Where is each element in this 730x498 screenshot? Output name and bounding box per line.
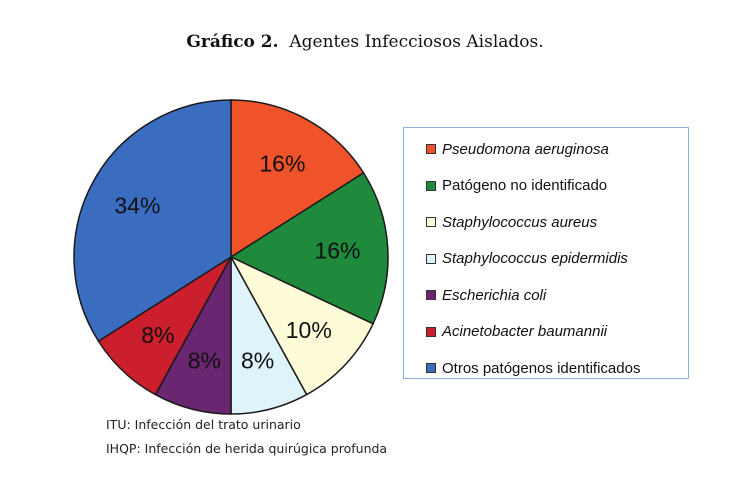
legend-swatch <box>426 180 436 191</box>
legend-swatch <box>426 363 436 373</box>
slice-value-label: 10% <box>286 317 332 343</box>
legend-label: Pseudomona aeruginosa <box>442 140 609 158</box>
legend-label: Acinetobacter baumannii <box>442 323 608 340</box>
slice-value-label: 16% <box>314 237 360 263</box>
legend-item: Staphylococcus aureus <box>426 212 597 232</box>
legend-item: Acinetobacter baumannii <box>426 322 607 342</box>
legend-label: Patógeno no identificado <box>442 177 608 194</box>
legend-item: Escherichia coli <box>426 285 546 305</box>
legend-swatch <box>426 253 436 264</box>
note-itu: ITU: Infección del trato urinario <box>106 417 301 432</box>
slice-value-label: 34% <box>114 193 160 219</box>
legend-label: Otros patógenos identificados <box>442 359 641 377</box>
pie-slice <box>73 99 232 343</box>
slice-value-label: 8% <box>141 322 174 348</box>
legend-swatch <box>426 144 436 154</box>
chart-title: Gráfico 2. Agentes Infecciosos Aislados. <box>0 32 730 52</box>
legend-label: Staphylococcus aureus <box>442 213 598 231</box>
slice-value-label: 8% <box>241 347 274 373</box>
legend-label: Escherichia coli <box>442 286 547 304</box>
legend-swatch <box>426 217 436 227</box>
pie-slice <box>229 171 389 325</box>
chart-title-text: Agentes Infecciosos Aislados. <box>289 32 544 52</box>
chart-legend: Pseudomona aeruginosa Patógeno no identif… <box>403 127 689 379</box>
legend-item: Pseudomona aeruginosa <box>426 139 609 159</box>
legend-item: Otros patógenos identificados <box>426 358 640 378</box>
slice-value-label: 8% <box>188 347 221 373</box>
pie-slice <box>229 255 375 396</box>
legend-swatch <box>426 290 436 300</box>
legend-swatch <box>426 326 436 337</box>
pie-slice <box>230 99 365 259</box>
legend-item: Staphylococcus epidermidis <box>426 249 628 269</box>
chart-title-label: Gráfico 2. <box>186 32 279 52</box>
note-ihqp: IHQP: Infección de herida quirúgica prof… <box>106 441 388 456</box>
legend-item: Patógeno no identificado <box>426 176 607 196</box>
legend-label: Staphylococcus epidermidis <box>442 250 628 267</box>
slice-value-label: 16% <box>259 150 305 176</box>
